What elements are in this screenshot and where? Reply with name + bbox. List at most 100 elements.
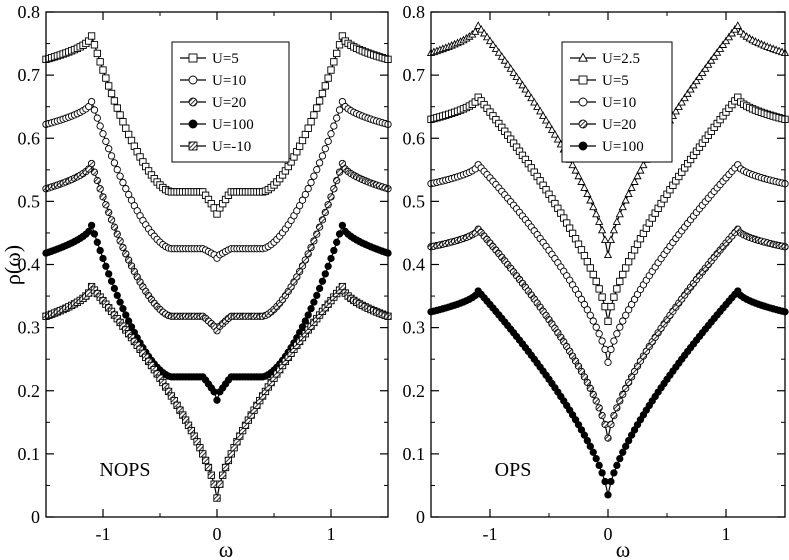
left-y-tick-label: 0.6 (18, 128, 41, 148)
data-point (96, 122, 104, 130)
data-point (601, 477, 609, 486)
series-line (430, 163, 786, 363)
data-point (96, 58, 104, 66)
right-y-tick-label: 0.7 (403, 65, 426, 85)
right-panel-ops: 0 0.1 0.2 0.3 0.4 0.5 0.6 0.7 0.8 -1 0 1 OPS ω U=2.… (403, 2, 789, 560)
left-y-tick-label: 0.5 (18, 191, 41, 211)
data-point (583, 189, 592, 198)
data-point (607, 302, 615, 311)
data-point (485, 36, 495, 45)
data-point (607, 345, 615, 354)
data-point (213, 396, 221, 404)
data-point (683, 89, 692, 97)
data-point (122, 311, 130, 319)
right-y-tick-label: 0.5 (403, 191, 426, 211)
data-point (310, 298, 318, 306)
data-point (604, 434, 612, 442)
legend-label: U=20 (602, 117, 636, 133)
data-point (625, 378, 633, 387)
left-y-tick-label: 0.4 (18, 255, 41, 275)
data-point (479, 28, 489, 37)
data-point (589, 317, 597, 325)
left-plot-content (42, 32, 392, 502)
data-point (707, 56, 716, 64)
data-point (327, 193, 335, 201)
legend-marker (578, 75, 588, 85)
data-point (724, 32, 734, 41)
data-point (589, 202, 598, 211)
data-point (580, 183, 589, 191)
legend-label: U=-10 (212, 139, 251, 155)
data-point (503, 60, 512, 68)
data-point (327, 254, 335, 263)
data-point (616, 397, 624, 405)
left-y-tick-label: 0.8 (18, 2, 41, 22)
data-point (689, 80, 698, 89)
data-point (99, 193, 107, 201)
data-point (301, 130, 309, 139)
data-point (313, 104, 321, 112)
data-point (609, 225, 619, 234)
data-point (295, 267, 304, 276)
right-panel-label: OPS (495, 459, 532, 481)
data-point (338, 221, 347, 230)
data-point (124, 317, 133, 325)
legend-label: U=100 (212, 117, 254, 133)
left-y-tick-label: 0 (31, 507, 40, 527)
data-point (580, 431, 589, 439)
legend-label: U=20 (212, 95, 246, 111)
data-point (607, 477, 615, 486)
data-point (102, 201, 110, 209)
data-point (580, 373, 589, 381)
right-y-tick-label: 0.2 (403, 381, 426, 401)
data-point (107, 216, 116, 224)
data-point (577, 367, 586, 376)
data-point (571, 165, 580, 174)
data-point (586, 384, 594, 392)
data-point (580, 251, 589, 260)
data-point (491, 44, 501, 52)
data-point (598, 293, 606, 301)
legend-marker (578, 119, 588, 129)
data-point (199, 450, 207, 458)
data-point (310, 111, 318, 119)
right-y-tick-label: 0.6 (403, 128, 426, 148)
data-point (204, 463, 213, 472)
data-point (610, 411, 618, 420)
data-point (515, 76, 524, 85)
data-point (547, 125, 557, 133)
data-point (335, 168, 344, 176)
data-point (671, 106, 680, 115)
data-point (721, 36, 731, 45)
right-axis-ticks: 0 0.1 0.2 0.3 0.4 0.5 0.6 0.7 0.8 -1 0 1 (403, 2, 785, 544)
data-point (607, 420, 615, 429)
data-point (541, 115, 551, 124)
data-point (93, 49, 101, 58)
data-point (506, 64, 515, 72)
data-point (574, 171, 583, 180)
data-point (627, 373, 636, 381)
data-point (227, 450, 235, 458)
data-point (586, 264, 594, 272)
left-y-tick-label: 0.1 (18, 444, 41, 464)
data-point (116, 172, 124, 180)
left-x-tick-label: -1 (96, 524, 111, 544)
data-point (119, 305, 127, 313)
data-point (586, 195, 595, 204)
data-point (87, 97, 96, 106)
data-point (333, 238, 341, 246)
data-point (87, 32, 96, 40)
data-point (116, 111, 124, 119)
data-point (583, 258, 592, 266)
data-point (583, 436, 591, 445)
right-series-u100 (427, 287, 789, 499)
data-point (119, 118, 127, 126)
data-point (301, 256, 309, 264)
data-point (553, 134, 562, 143)
data-point (601, 302, 609, 311)
data-point (85, 165, 93, 173)
right-x-tick-label: 1 (722, 524, 731, 544)
data-point (99, 66, 107, 74)
data-point (93, 114, 101, 122)
legend-marker (188, 141, 198, 151)
